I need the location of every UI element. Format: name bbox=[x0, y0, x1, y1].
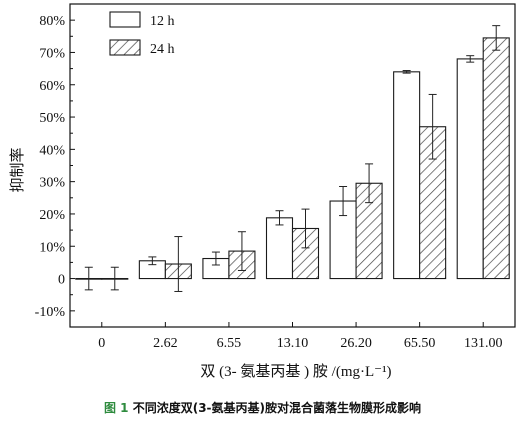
error-bar-12h-2 bbox=[211, 251, 220, 266]
x-tick-label: 13.10 bbox=[277, 336, 309, 351]
y-tick-label: 50% bbox=[39, 111, 65, 126]
error-bar-24h-0 bbox=[110, 266, 119, 291]
error-bar-24h-5 bbox=[428, 93, 437, 160]
legend-swatch-24h bbox=[109, 39, 141, 56]
error-bar-24h-6 bbox=[492, 25, 501, 51]
x-tick-label: 0 bbox=[98, 336, 105, 351]
x-tick-label: 2.62 bbox=[153, 336, 178, 351]
y-tick-label: 30% bbox=[39, 176, 65, 191]
x-tick-label: 65.50 bbox=[404, 336, 436, 351]
legend: 12 h 24 h bbox=[109, 11, 175, 57]
y-tick-label: 20% bbox=[39, 208, 65, 223]
y-tick-label: -10% bbox=[35, 305, 66, 320]
legend-label-12h: 12 h bbox=[150, 14, 175, 29]
figure-label: 图 1 bbox=[103, 401, 129, 415]
error-bar-12h-4 bbox=[339, 185, 348, 217]
legend-swatch-12h bbox=[109, 11, 141, 28]
y-tick-label: 60% bbox=[39, 79, 65, 94]
error-bar-12h-6 bbox=[466, 55, 475, 63]
bar-12h-3 bbox=[265, 217, 294, 280]
error-bar-24h-3 bbox=[301, 208, 310, 249]
figure-caption-text: 不同浓度双(3-氨基丙基)胺对混合菌落生物膜形成影响 bbox=[132, 401, 422, 415]
bar-24h-6 bbox=[482, 37, 510, 280]
y-tick-label: 0 bbox=[58, 273, 65, 288]
y-tick-label: 10% bbox=[39, 240, 65, 255]
x-tick-label: 26.20 bbox=[340, 336, 372, 351]
x-tick-label: 6.55 bbox=[217, 336, 242, 351]
y-tick-label: 70% bbox=[39, 46, 65, 61]
error-bar-12h-0 bbox=[84, 266, 93, 291]
legend-label-24h: 24 h bbox=[150, 42, 175, 57]
y-axis-title: 抑制率 bbox=[9, 147, 26, 192]
error-bar-12h-1 bbox=[148, 256, 157, 266]
figure-caption: 图 1 不同浓度双(3-氨基丙基)胺对混合菌落生物膜形成影响 bbox=[0, 399, 525, 416]
y-tick-label: 80% bbox=[39, 14, 65, 29]
error-bar-24h-4 bbox=[365, 163, 374, 204]
bar-12h-6 bbox=[456, 58, 484, 280]
error-bar-12h-3 bbox=[275, 210, 284, 226]
y-tick-label: 40% bbox=[39, 143, 65, 158]
error-bar-12h-5 bbox=[402, 70, 411, 74]
bar-chart: -10% 0 10% 20% 30% 40% 50% 60% 70% 80% 0 2.62 6.55 1… bbox=[9, 3, 516, 380]
bar-12h-5 bbox=[393, 71, 421, 280]
x-axis-title: 双 (3- 氨基丙基 ) 胺 /(mg·L⁻¹) bbox=[200, 363, 391, 380]
x-tick-label: 131.00 bbox=[464, 336, 503, 351]
error-bar-24h-1 bbox=[174, 236, 183, 292]
error-bar-24h-2 bbox=[237, 231, 246, 271]
